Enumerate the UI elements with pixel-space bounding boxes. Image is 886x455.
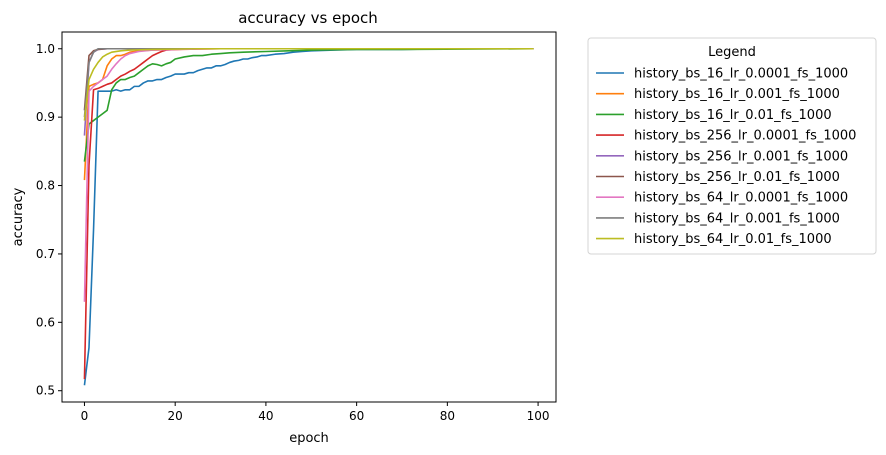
x-axis-title: epoch [289,431,329,446]
series-line-8 [83,47,534,118]
legend-title: Legend [708,45,756,60]
x-tick-label: 20 [168,409,183,423]
y-axis-ticks: 0.5 0.6 0.7 0.8 0.9 1.0 [36,42,62,398]
x-tick-label: 60 [349,409,364,423]
x-axis-ticks: 0 20 40 60 80 100 [81,402,550,423]
series-line-7 [83,47,534,302]
x-tick-label: 40 [258,409,273,423]
y-tick-label: 0.8 [36,179,55,193]
series-line-1 [83,47,534,386]
y-tick-label: 1.0 [36,42,55,56]
legend-label: history_bs_16_lr_0.0001_fs_1000 [634,67,848,82]
y-tick-label: 0.6 [36,315,55,329]
chart-title: accuracy vs epoch [238,9,378,27]
plot-frame [61,31,557,403]
series-line-2 [83,47,534,181]
series-layer [83,47,534,386]
series-line-6 [83,47,534,111]
legend-items: history_bs_16_lr_0.0001_fs_1000 history_b… [596,67,856,247]
x-tick-label: 80 [440,409,455,423]
series-line-5 [83,47,534,136]
x-tick-label: 0 [81,409,89,423]
legend-label: history_bs_16_lr_0.01_fs_1000 [634,108,832,123]
legend-label: history_bs_64_lr_0.001_fs_1000 [634,211,840,226]
legend-frame [587,37,877,255]
x-tick-label: 100 [527,409,550,423]
legend-label: history_bs_256_lr_0.0001_fs_1000 [634,129,856,144]
y-tick-label: 0.5 [36,384,55,398]
y-tick-label: 0.7 [36,247,55,261]
y-tick-label: 0.9 [36,110,55,124]
legend-label: history_bs_64_lr_0.0001_fs_1000 [634,191,848,206]
legend: Legend history_bs_16_lr_0.0001_fs_1000hi… [587,37,877,255]
legend-label: history_bs_256_lr_0.001_fs_1000 [634,149,848,164]
series-line-3 [83,47,534,162]
legend-label: history_bs_16_lr_0.001_fs_1000 [634,87,840,102]
series-line-4 [83,47,534,380]
legend-label: history_bs_64_lr_0.01_fs_1000 [634,232,832,247]
series-line-9 [83,47,534,121]
legend-label: history_bs_256_lr_0.01_fs_1000 [634,170,840,185]
y-axis-title: accuracy [11,187,26,246]
